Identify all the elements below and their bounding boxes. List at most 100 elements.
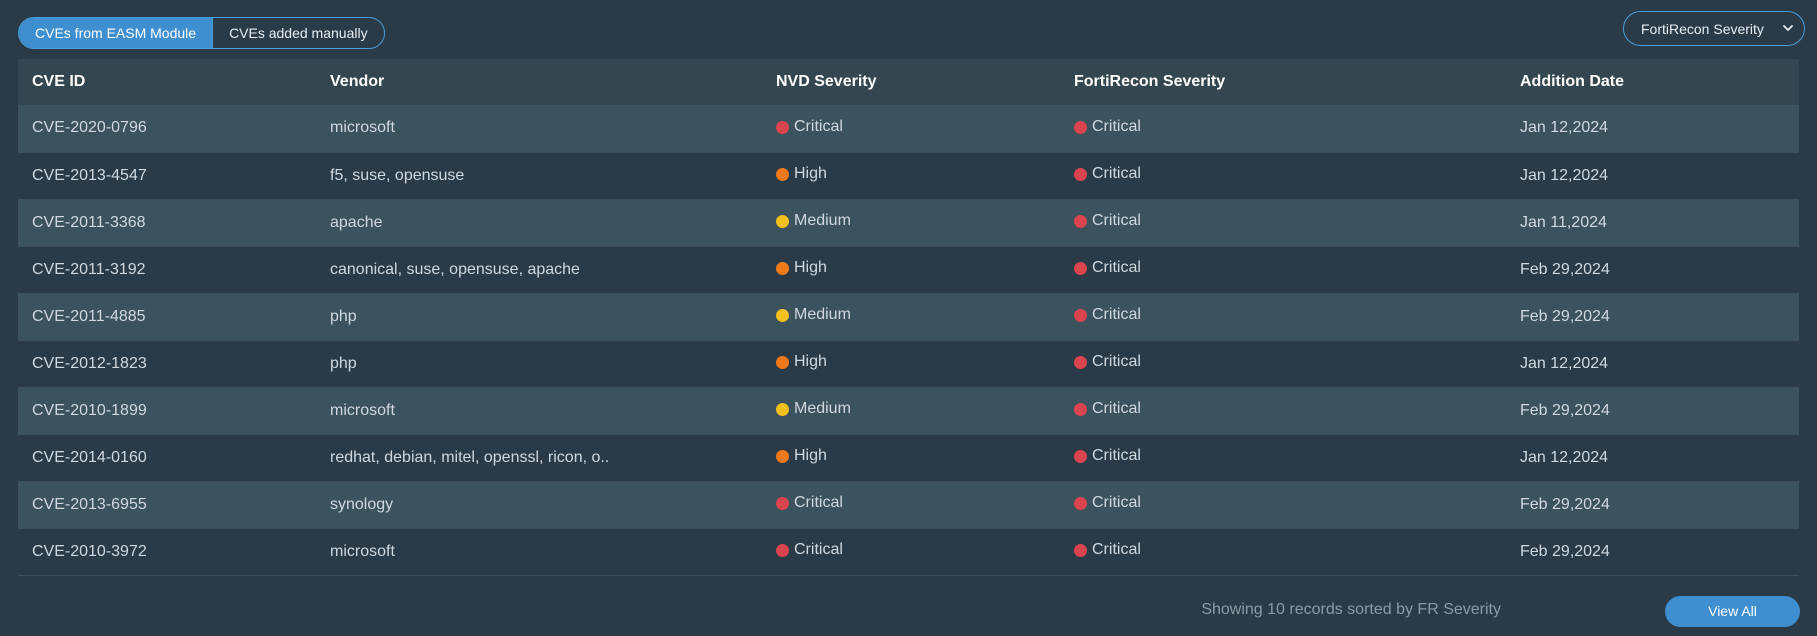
tab-easm-cves[interactable]: CVEs from EASM Module bbox=[19, 18, 213, 48]
vendor-cell: php bbox=[330, 307, 357, 325]
severity-dot-icon bbox=[776, 355, 789, 369]
severity-label: Critical bbox=[794, 541, 843, 559]
severity-indicator: Critical bbox=[1074, 541, 1141, 559]
table-row[interactable]: CVE-2013-4547 f5, suse, opensuse High Criti… bbox=[18, 152, 1799, 199]
cve-id-cell: CVE-2010-3972 bbox=[32, 542, 147, 560]
fortirecon-severity-cell: Critical bbox=[1060, 246, 1506, 293]
severity-dot-icon bbox=[1074, 167, 1087, 181]
nvd-severity-cell: Medium bbox=[762, 293, 1060, 340]
severity-dot-icon bbox=[776, 402, 789, 416]
severity-label: Critical bbox=[1092, 165, 1141, 183]
severity-dot-icon bbox=[1074, 402, 1087, 416]
addition-date-cell: Feb 29,2024 bbox=[1520, 401, 1610, 419]
tab-manual-cves[interactable]: CVEs added manually bbox=[212, 18, 384, 48]
fortirecon-severity-cell: Critical bbox=[1060, 152, 1506, 199]
table-row[interactable]: CVE-2012-1823 php High Critical Jan 12,2024 bbox=[18, 340, 1799, 387]
vendor-cell: canonical, suse, opensuse, apache bbox=[330, 260, 580, 278]
cve-table: CVE ID Vendor NVD Severity FortiRecon Se… bbox=[18, 59, 1799, 576]
severity-indicator: Critical bbox=[776, 494, 843, 512]
col-header-addition-date[interactable]: Addition Date bbox=[1520, 73, 1624, 90]
severity-label: Critical bbox=[1092, 400, 1141, 418]
vendor-cell: microsoft bbox=[330, 119, 395, 137]
view-all-button[interactable]: View All bbox=[1665, 596, 1800, 627]
severity-label: High bbox=[794, 353, 827, 371]
severity-indicator: High bbox=[776, 353, 827, 371]
severity-dot-icon bbox=[776, 543, 789, 557]
cve-id-cell: CVE-2020-0796 bbox=[32, 119, 147, 137]
table-row[interactable]: CVE-2020-0796 microsoft Critical Critical Ja… bbox=[18, 105, 1799, 152]
sort-severity-select[interactable]: FortiRecon Severity bbox=[1623, 11, 1805, 46]
cve-id-cell: CVE-2010-1899 bbox=[32, 401, 147, 419]
fortirecon-severity-cell: Critical bbox=[1060, 387, 1506, 434]
chevron-down-icon bbox=[1783, 25, 1793, 31]
cve-id-cell: CVE-2011-3192 bbox=[32, 260, 146, 278]
severity-label: High bbox=[794, 259, 827, 277]
fortirecon-severity-cell: Critical bbox=[1060, 105, 1506, 152]
severity-indicator: Critical bbox=[776, 541, 843, 559]
vendor-cell: synology bbox=[330, 495, 394, 513]
table-row[interactable]: CVE-2014-0160 redhat, debian, mitel, open… bbox=[18, 434, 1799, 481]
severity-label: Critical bbox=[1092, 306, 1141, 324]
fortirecon-severity-cell: Critical bbox=[1060, 293, 1506, 340]
col-header-nvd-severity[interactable]: NVD Severity bbox=[776, 73, 877, 90]
severity-label: Medium bbox=[794, 212, 851, 230]
vendor-cell: php bbox=[330, 354, 357, 372]
severity-indicator: High bbox=[776, 447, 827, 465]
severity-dot-icon bbox=[776, 214, 789, 228]
severity-indicator: Critical bbox=[1074, 165, 1141, 183]
table-row[interactable]: CVE-2010-3972 microsoft Critical Critical Fe… bbox=[18, 528, 1799, 575]
severity-dot-icon bbox=[776, 167, 789, 181]
vendor-cell: f5, suse, opensuse bbox=[330, 166, 465, 184]
sort-select-value: FortiRecon Severity bbox=[1641, 20, 1764, 37]
fortirecon-severity-cell: Critical bbox=[1060, 528, 1506, 575]
severity-label: Medium bbox=[794, 306, 851, 324]
severity-label: Critical bbox=[1092, 494, 1141, 512]
severity-indicator: Critical bbox=[1074, 353, 1141, 371]
severity-indicator: Critical bbox=[1074, 447, 1141, 465]
table-row[interactable]: CVE-2011-4885 php Medium Critical Feb 29,202… bbox=[18, 293, 1799, 340]
nvd-severity-cell: High bbox=[762, 152, 1060, 199]
severity-label: Critical bbox=[1092, 541, 1141, 559]
col-header-cve-id[interactable]: CVE ID bbox=[32, 73, 86, 90]
nvd-severity-cell: High bbox=[762, 246, 1060, 293]
severity-dot-icon bbox=[776, 308, 789, 322]
severity-indicator: Critical bbox=[776, 118, 843, 136]
addition-date-cell: Feb 29,2024 bbox=[1520, 260, 1610, 278]
severity-label: Medium bbox=[794, 400, 851, 418]
addition-date-cell: Feb 29,2024 bbox=[1520, 542, 1610, 560]
severity-dot-icon bbox=[776, 120, 789, 134]
col-header-fortirecon-severity[interactable]: FortiRecon Severity bbox=[1074, 73, 1226, 90]
table-row[interactable]: CVE-2013-6955 synology Critical Critical Feb… bbox=[18, 481, 1799, 528]
addition-date-cell: Jan 12,2024 bbox=[1520, 119, 1609, 137]
severity-dot-icon bbox=[776, 496, 789, 510]
severity-dot-icon bbox=[1074, 543, 1087, 557]
severity-label: High bbox=[794, 165, 827, 183]
cve-id-cell: CVE-2013-6955 bbox=[32, 495, 147, 513]
severity-indicator: Critical bbox=[1074, 212, 1141, 230]
vendor-cell: apache bbox=[330, 213, 383, 231]
table-row[interactable]: CVE-2011-3192 canonical, suse, opensuse, … bbox=[18, 246, 1799, 293]
severity-label: Critical bbox=[1092, 118, 1141, 135]
nvd-severity-cell: High bbox=[762, 340, 1060, 387]
nvd-severity-cell: Critical bbox=[762, 528, 1060, 575]
addition-date-cell: Jan 11,2024 bbox=[1520, 213, 1607, 231]
addition-date-cell: Jan 12,2024 bbox=[1520, 448, 1609, 466]
table-row[interactable]: CVE-2011-3368 apache Medium Critical Jan 11,… bbox=[18, 199, 1799, 246]
severity-indicator: Critical bbox=[1074, 259, 1141, 277]
col-header-vendor[interactable]: Vendor bbox=[330, 73, 385, 90]
nvd-severity-cell: Critical bbox=[762, 105, 1060, 152]
cve-id-cell: CVE-2012-1823 bbox=[32, 354, 147, 372]
severity-indicator: Critical bbox=[1074, 118, 1141, 136]
addition-date-cell: Jan 12,2024 bbox=[1520, 166, 1609, 184]
severity-dot-icon bbox=[1074, 308, 1087, 322]
table-row[interactable]: CVE-2010-1899 microsoft Medium Critical Feb … bbox=[18, 387, 1799, 434]
severity-dot-icon bbox=[1074, 120, 1087, 134]
severity-dot-icon bbox=[1074, 261, 1087, 275]
fortirecon-severity-cell: Critical bbox=[1060, 481, 1506, 528]
severity-indicator: Medium bbox=[776, 306, 851, 324]
severity-indicator: Medium bbox=[776, 400, 851, 418]
severity-label: Critical bbox=[794, 118, 843, 135]
cve-id-cell: CVE-2011-4885 bbox=[32, 307, 146, 325]
addition-date-cell: Jan 12,2024 bbox=[1520, 354, 1609, 372]
severity-label: Critical bbox=[794, 494, 843, 512]
